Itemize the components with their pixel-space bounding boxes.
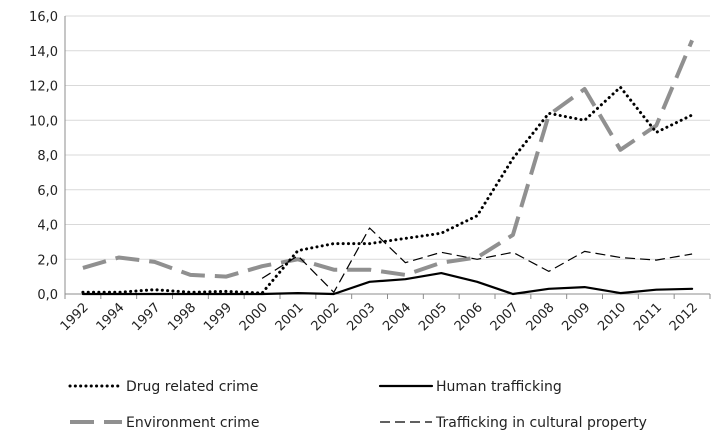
series-line-human-trafficking: [81, 272, 694, 296]
y-tick-label: 8,0: [37, 149, 58, 164]
x-tick-label: 2008: [524, 300, 558, 334]
x-tick-labels: 1992 1994 1997 1998 1999 2000 2001 2002 2003 2004…: [58, 300, 701, 334]
legend-label: Drug related crime: [126, 379, 258, 395]
legend-item: Human trafficking: [378, 379, 562, 395]
legend-item: Drug related crime: [68, 379, 258, 395]
x-tick-label: 2001: [273, 300, 307, 334]
x-tick-label: 2012: [667, 300, 701, 334]
x-tick-label: 2009: [559, 300, 593, 334]
y-tick-label: 12,0: [29, 80, 58, 95]
y-tick-label: 16,0: [29, 10, 58, 25]
y-tick-label: 6,0: [37, 184, 58, 199]
x-tick-label: 1998: [165, 300, 199, 334]
x-tick-label: 2005: [416, 300, 450, 334]
x-tick-label: 1999: [201, 300, 235, 334]
x-tick-label: 2006: [452, 300, 486, 334]
y-tick-label: 0,0: [37, 288, 58, 303]
series-lines: [81, 39, 694, 296]
x-tick-label: 2000: [237, 300, 271, 334]
x-tick-label: 2004: [380, 300, 414, 334]
gridlines: [65, 15, 710, 260]
series-line-trafficking-in-cultural-property: [261, 227, 693, 293]
legend-label: Human trafficking: [436, 379, 562, 395]
x-tick-label: 2003: [344, 300, 378, 334]
legend-item: Trafficking in cultural property: [380, 415, 647, 431]
x-tick-label: 2002: [309, 300, 343, 334]
x-tick-label: 2007: [488, 300, 522, 334]
y-tick-label: 4,0: [37, 219, 58, 234]
legend: Drug related crime Human trafficking Envir…: [68, 379, 647, 431]
legend-label: Trafficking in cultural property: [435, 415, 647, 431]
legend-item: Environment crime: [70, 415, 259, 431]
y-tick-label: 10,0: [29, 114, 58, 129]
x-tick-label: 2011: [631, 300, 665, 334]
x-tick-label: 1994: [94, 300, 128, 334]
series-line-drug-related-crime: [81, 85, 694, 295]
y-tick-labels: 0,0 2,0 4,0 6,0 8,0 10,0 12,0 14,0 16,0: [29, 10, 58, 303]
y-tick-label: 14,0: [29, 45, 58, 60]
x-tick-label: 2010: [595, 300, 629, 334]
y-tick-label: 2,0: [37, 253, 58, 268]
series-line-environment-crime: [82, 39, 694, 279]
x-tick-label: 1992: [58, 300, 92, 334]
legend-label: Environment crime: [126, 415, 259, 431]
x-tick-label: 1997: [129, 300, 163, 334]
